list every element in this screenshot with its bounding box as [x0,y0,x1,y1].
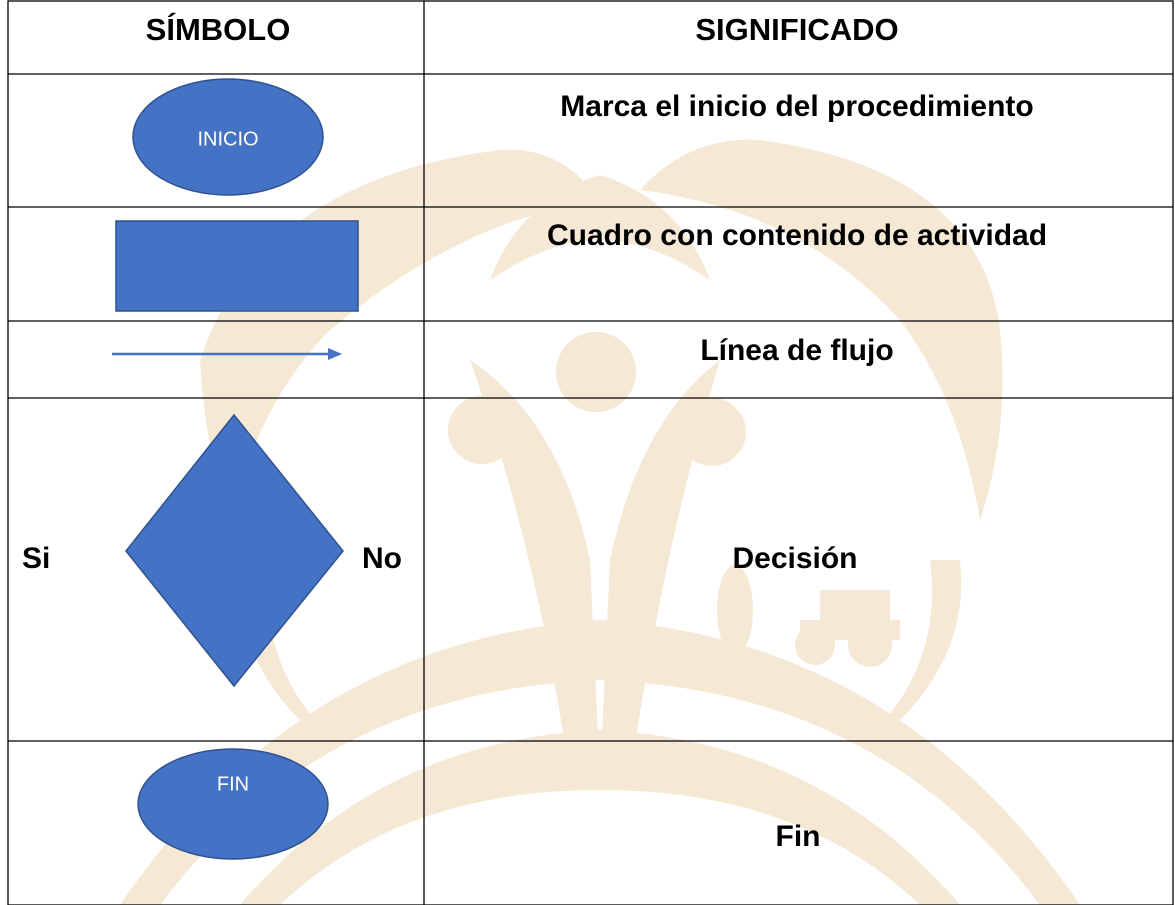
branch-label: Si [22,542,50,575]
shape-label: INICIO [197,128,258,150]
meaning-cell: Línea de flujo [700,334,893,367]
end-ellipse [137,748,329,860]
meaning-cell: Decisión [732,542,857,575]
decision-diamond [125,413,344,688]
shape-label: FIN [217,773,249,795]
table-border [7,0,1174,905]
header-cell: SIGNIFICADO [695,12,898,47]
header-cell: SÍMBOLO [146,12,291,47]
branch-label: No [362,542,402,575]
meaning-cell: Fin [776,820,821,853]
process-rect [115,220,359,312]
start-ellipse [132,78,324,196]
flow-arrow [112,348,342,360]
meaning-cell: Cuadro con contenido de actividad [547,219,1047,252]
meaning-cell: Marca el inicio del procedimiento [560,90,1033,123]
table-grid [7,0,1174,905]
